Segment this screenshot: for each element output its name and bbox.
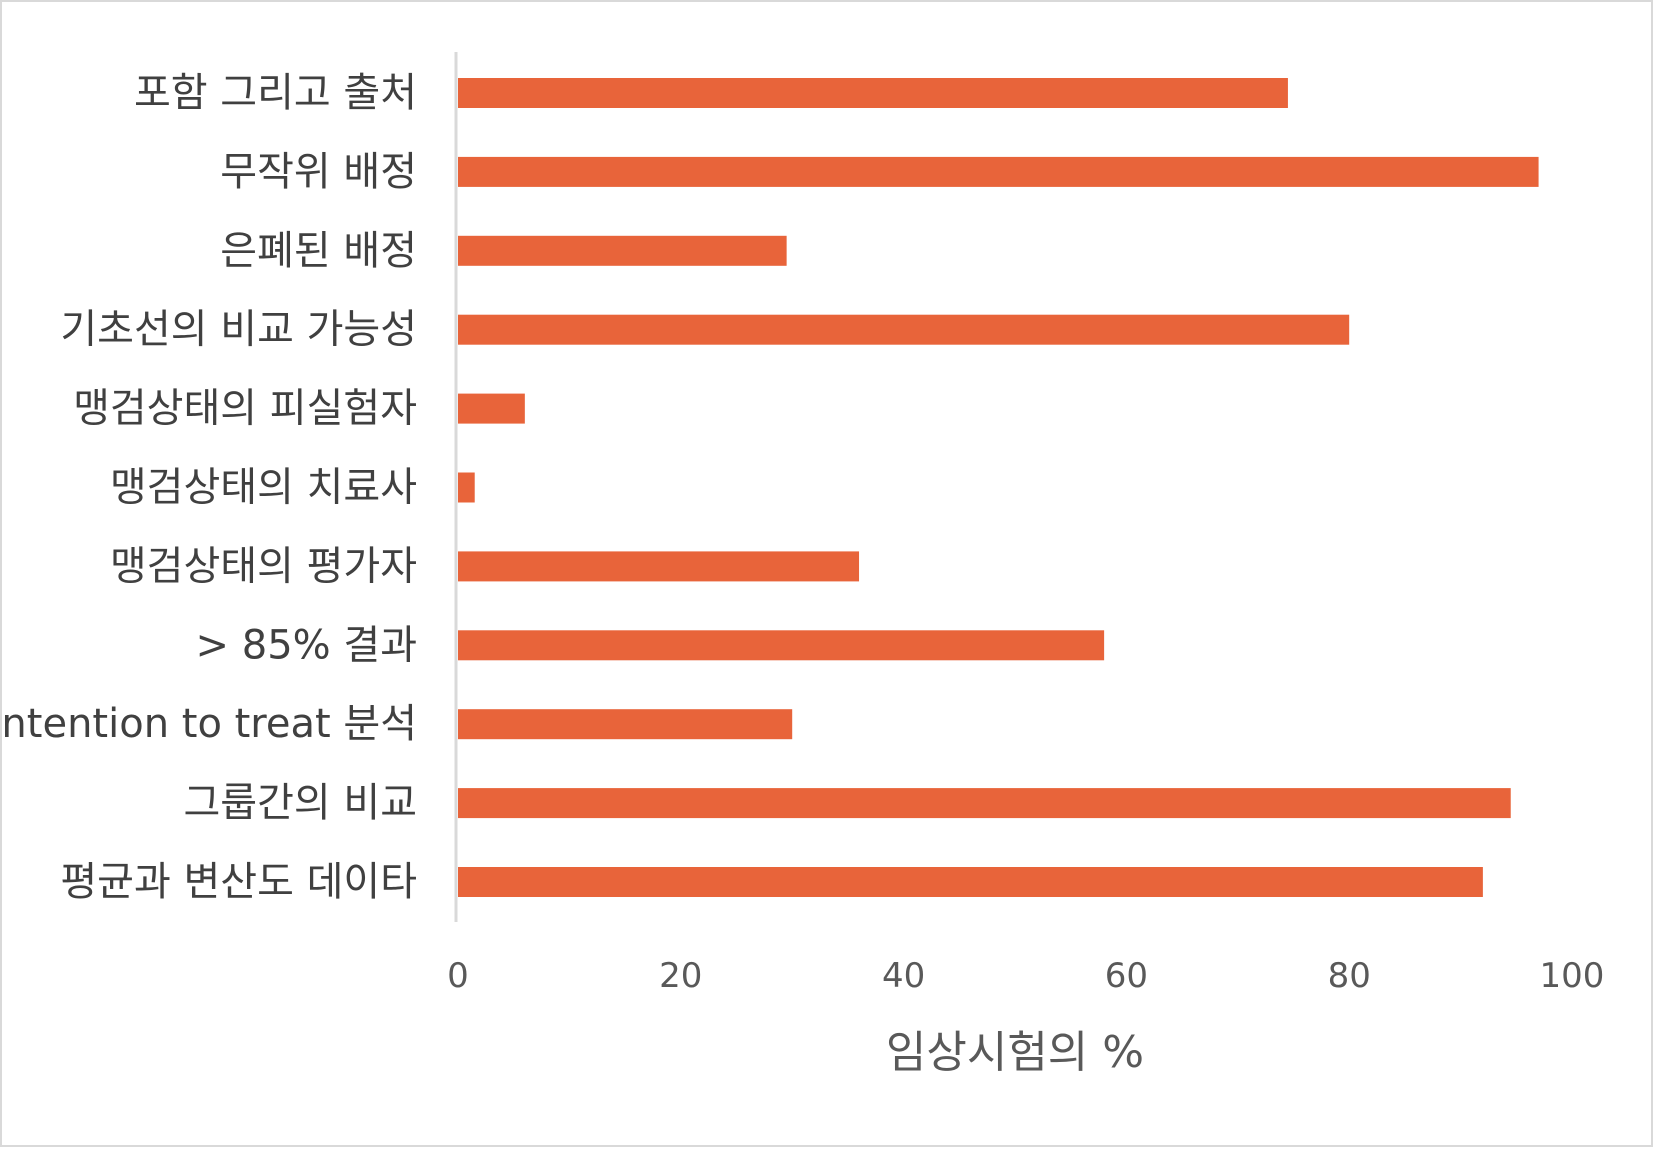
x-tick-label: 100 xyxy=(1540,956,1605,996)
x-tick-label: 60 xyxy=(1105,956,1148,996)
x-axis-tick-labels: 0 20 40 60 80 100 xyxy=(447,956,1604,996)
bars-layer xyxy=(458,78,1539,897)
category-label: 맹검상태의 피실험자 xyxy=(73,386,417,432)
x-tick-label: 0 xyxy=(447,956,469,996)
bar xyxy=(458,630,1105,661)
category-label: > 85% 결과 xyxy=(196,622,417,668)
category-label: Intention to treat 분석 xyxy=(2,701,417,747)
category-label: 그룹간의 비교 xyxy=(183,780,417,826)
category-label: 평균과 변산도 데이타 xyxy=(60,859,417,905)
category-label: 맹검상태의 평가자 xyxy=(110,543,417,589)
bar xyxy=(458,393,525,424)
category-label: 은폐된 배정 xyxy=(220,228,417,274)
bar xyxy=(458,551,860,582)
x-tick-label: 40 xyxy=(882,956,925,996)
category-label: 포함 그리고 출처 xyxy=(134,70,417,116)
x-tick-label: 80 xyxy=(1328,956,1371,996)
bar xyxy=(458,235,787,266)
category-label: 기초선의 비교 가능성 xyxy=(60,307,417,353)
bar xyxy=(458,867,1483,897)
category-label: 무작위 배정 xyxy=(220,149,417,195)
bar xyxy=(458,156,1539,187)
bar xyxy=(458,709,793,740)
x-tick-label: 20 xyxy=(659,956,702,996)
bar xyxy=(458,314,1350,345)
category-label: 맹검상태의 치료사 xyxy=(110,465,417,511)
bar xyxy=(458,788,1511,819)
bar xyxy=(458,78,1288,108)
x-axis-title: 임상시험의 % xyxy=(886,1027,1144,1078)
bar xyxy=(458,472,475,503)
